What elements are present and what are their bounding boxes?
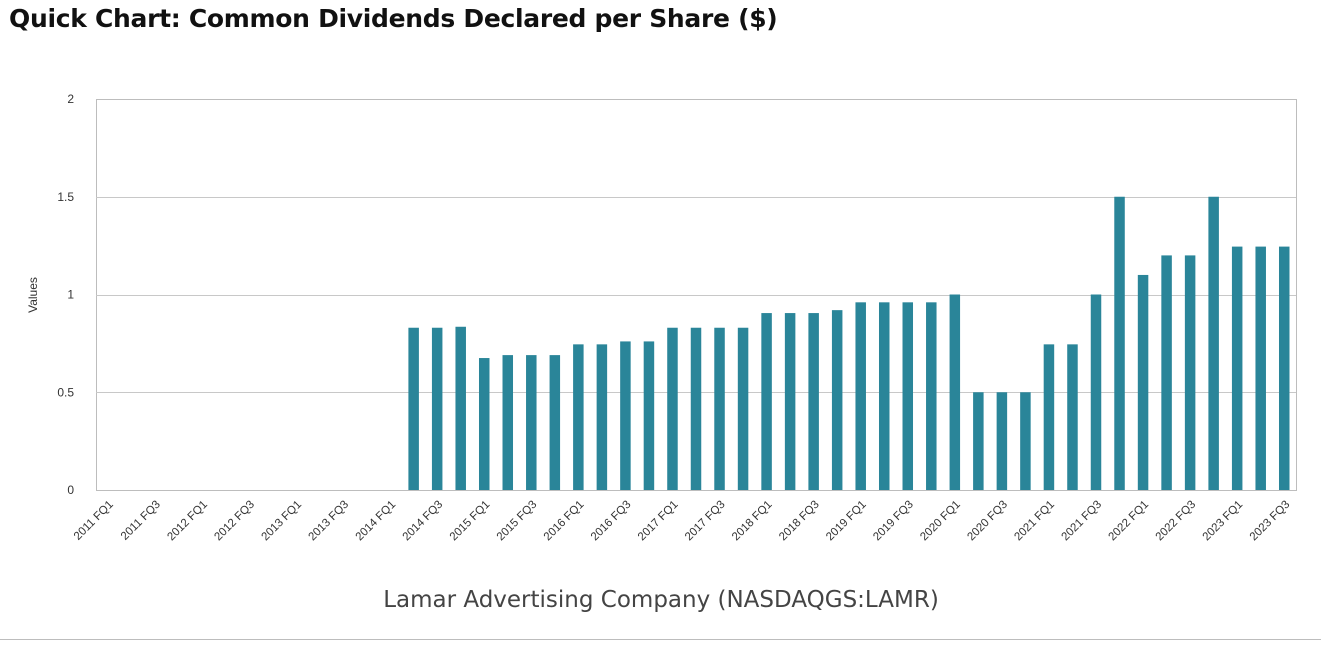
bar [831,310,843,490]
y-tick-label: 1 [67,288,74,302]
bar [973,392,984,490]
y-tick-label: 2 [67,92,74,106]
x-tick-label: 2017 FQ1 [636,499,681,544]
x-tick-label: 2022 FQ1 [1107,499,1152,544]
bar [949,294,961,490]
x-tick-labels: 2011 FQ1 2011 FQ3 2012 FQ1 2012 FQ3 2013 FQ1… [72,499,1293,544]
bar [478,358,490,490]
x-tick-label: 2014 FQ3 [401,499,446,544]
y-tick-label: 0 [67,483,74,497]
bar [1184,255,1196,490]
bar [855,302,866,490]
bar [596,344,608,490]
bar [1255,246,1266,490]
bar [1208,196,1219,490]
y-tick-label: 1.5 [57,190,74,204]
x-tick-label: 2021 FQ1 [1012,499,1057,544]
x-tick-label: 2018 FQ3 [777,499,822,544]
x-tick-label: 2016 FQ3 [589,499,634,544]
x-tick-label: 2022 FQ3 [1154,499,1199,544]
x-tick-label: 2015 FQ1 [448,499,493,544]
bar [714,327,725,490]
bar [1231,246,1243,490]
bar [549,355,561,490]
bar [1067,344,1078,490]
x-tick-label: 2023 FQ3 [1248,499,1293,544]
bar [667,327,678,490]
bar [526,355,537,490]
bars [408,196,1290,490]
chart-subtitle: Lamar Advertising Company (NASDAQGS:LAMR… [383,587,939,613]
x-tick-label: 2012 FQ3 [212,499,257,544]
bar [1278,246,1290,490]
x-tick-label: 2014 FQ1 [354,499,399,544]
x-tick-label: 2018 FQ1 [730,499,775,544]
bar [1114,196,1125,490]
x-tick-label: 2019 FQ3 [871,499,916,544]
bar [1137,274,1149,490]
x-tick-label: 2019 FQ1 [824,499,869,544]
x-tick-label: 2020 FQ3 [965,499,1010,544]
bar [620,341,631,490]
y-tick-label: 0.5 [57,385,74,399]
bar [455,326,466,490]
bar [1020,392,1031,490]
bar [643,341,655,490]
bar [1043,344,1055,490]
x-tick-label: 2020 FQ1 [918,499,963,544]
bar [926,302,937,490]
bar [784,313,796,490]
y-tick-labels: 0 0.5 1 1.5 2 [57,92,74,497]
bar [878,302,890,490]
bar [1161,255,1172,490]
bottom-divider [0,639,1321,640]
bar [737,327,749,490]
bar [761,313,772,490]
bar [502,355,514,490]
bar [408,327,419,490]
bar [902,302,914,490]
x-tick-label: 2017 FQ3 [683,499,728,544]
x-tick-label: 2011 FQ3 [119,499,163,543]
bar [808,313,819,490]
x-tick-label: 2023 FQ1 [1201,499,1246,544]
x-tick-label: 2016 FQ1 [542,499,587,544]
bar [573,344,584,490]
bar [690,327,702,490]
x-tick-label: 2012 FQ1 [165,499,210,544]
bar [431,327,443,490]
bar [996,392,1008,490]
x-tick-label: 2013 FQ1 [259,499,304,544]
x-tick-label: 2015 FQ3 [495,499,540,544]
x-tick-label: 2021 FQ3 [1059,499,1104,544]
x-tick-label: 2013 FQ3 [307,499,352,544]
y-axis-label: Values [26,277,40,313]
bar [1090,294,1102,490]
page-title: Quick Chart: Common Dividends Declared p… [9,4,778,33]
x-tick-label: 2011 FQ1 [72,499,116,543]
